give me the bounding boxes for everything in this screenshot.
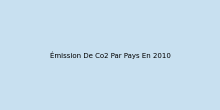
Text: Émission De Co2 Par Pays En 2010: Émission De Co2 Par Pays En 2010 <box>50 51 170 59</box>
